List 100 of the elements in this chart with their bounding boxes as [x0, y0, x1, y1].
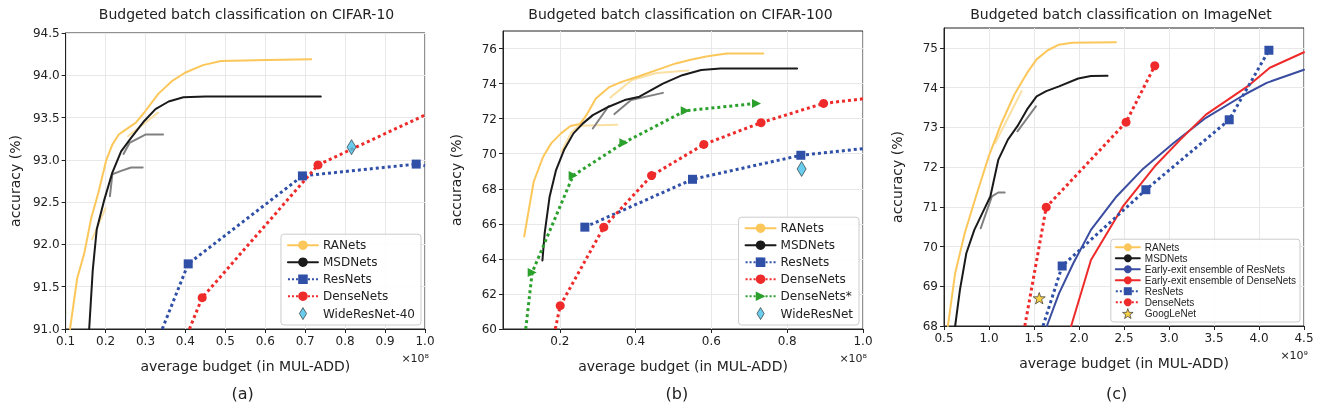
- text: (c): [1106, 383, 1128, 403]
- legend-label: ResNets: [322, 272, 372, 287]
- legend-label: MSDNets: [780, 238, 836, 253]
- y-tick-label: 76: [481, 41, 497, 56]
- x-tick-label: 3.0: [1159, 331, 1179, 345]
- legend-label: ResNets: [780, 255, 830, 270]
- y-tick-label: 72: [922, 160, 938, 175]
- x-axis-title: average budget (in MUL-ADD): [140, 358, 351, 374]
- y-tick-label: 70: [481, 146, 497, 161]
- y-tick-label: 68: [481, 181, 497, 196]
- y-tick-label: 93.0: [32, 152, 60, 167]
- text: ×10⁸: [401, 352, 430, 365]
- x-axis-title: average budget (in MUL-ADD): [1019, 355, 1229, 371]
- y-tick-label: 69: [922, 279, 938, 294]
- x-tick-label: 0.5: [215, 334, 235, 348]
- point: [647, 171, 657, 181]
- point: [819, 98, 829, 108]
- y-tick-label: 68: [922, 319, 938, 333]
- legend-label: WideResNet: [780, 306, 854, 321]
- line-series: [560, 123, 619, 153]
- text: (b): [665, 383, 689, 403]
- x-tick-label: 0.8: [777, 334, 797, 348]
- y-tick-label: 72: [481, 111, 497, 126]
- point: [1041, 202, 1051, 212]
- y-axis-title: accuracy (%): [889, 131, 905, 223]
- legend-label: DenseNets: [322, 289, 389, 304]
- point: [699, 139, 709, 149]
- legend-label: RANets: [780, 221, 824, 236]
- point: [1150, 61, 1160, 71]
- point: [1141, 185, 1151, 195]
- legend-label: DenseNets*: [780, 289, 852, 304]
- x-tick-label: 0.9: [375, 334, 395, 348]
- point: [1032, 292, 1046, 305]
- x-tick-label: 0.3: [135, 334, 156, 348]
- x-axis-title: average budget (in MUL-ADD): [578, 358, 788, 374]
- y-tick-label: 60: [481, 322, 497, 336]
- y-tick-label: 71: [922, 199, 938, 214]
- y-tick-label: 92.5: [32, 195, 60, 210]
- x-tick-label: 4.0: [1249, 331, 1269, 345]
- x-tick-label: 2.0: [1069, 331, 1089, 345]
- y-axis-title: accuracy (%): [7, 135, 23, 227]
- legend-label: DenseNets: [780, 272, 846, 287]
- point: [687, 174, 697, 184]
- point: [411, 159, 421, 169]
- y-tick-label: 91.0: [32, 322, 60, 336]
- legend-label: RANets: [322, 238, 367, 253]
- legend-label: MSDNets: [1144, 252, 1188, 264]
- point: [619, 138, 629, 148]
- text: ×10⁹: [1280, 349, 1308, 362]
- point: [313, 160, 323, 170]
- y-tick-label: 92.0: [32, 237, 60, 252]
- point: [297, 171, 307, 181]
- point: [197, 293, 207, 303]
- x-tick-label: 1.0: [415, 334, 435, 348]
- x-tick-label: 1.0: [853, 334, 873, 348]
- line-series: [69, 58, 313, 330]
- x-tick-label: 4.5: [1294, 331, 1314, 345]
- y-tick-label: 74: [922, 80, 938, 95]
- y-tick-label: 94.0: [32, 68, 60, 83]
- x-tick-label: 0.2: [96, 334, 116, 348]
- chart-title: Budgeted batch classification on CIFAR-10: [98, 6, 395, 22]
- x-tick-label: 0.2: [550, 334, 570, 348]
- x-tick-label: 0.4: [175, 334, 195, 348]
- legend-label: GoogLeNet: [1144, 308, 1197, 320]
- point: [1264, 45, 1274, 55]
- point: [183, 259, 193, 269]
- x-tick-label: 3.5: [1204, 331, 1224, 345]
- x-tick-label: 1.5: [1024, 331, 1044, 345]
- point: [1057, 261, 1067, 271]
- point: [580, 222, 590, 232]
- legend-label: Early-exit ensemble of DenseNets: [1144, 274, 1297, 286]
- text: ×10⁸: [839, 352, 868, 365]
- point: [1224, 115, 1234, 125]
- legend-label: DenseNets: [1144, 296, 1195, 308]
- legend-label: MSDNets: [322, 255, 378, 270]
- y-tick-label: 73: [922, 120, 938, 135]
- y-tick-label: 91.5: [32, 279, 60, 294]
- x-tick-label: 0.5: [934, 331, 954, 345]
- point: [599, 222, 609, 232]
- point: [796, 150, 806, 160]
- line-series: [609, 69, 690, 99]
- line-series: [523, 52, 765, 238]
- y-tick-label: 70: [922, 239, 938, 254]
- x-tick-label: 2.5: [1114, 331, 1134, 345]
- line-series: [187, 113, 427, 331]
- y-tick-label: 93.5: [32, 110, 60, 125]
- y-tick-label: 74: [481, 76, 497, 91]
- x-tick-label: 1.0: [979, 331, 999, 345]
- chart-title: Budgeted batch classification on ImageNet: [970, 6, 1273, 22]
- x-tick-label: 0.8: [335, 334, 355, 348]
- line-series: [553, 97, 865, 331]
- point: [752, 98, 762, 108]
- legend-label: RANets: [1144, 241, 1180, 253]
- line-series: [946, 41, 1117, 327]
- x-tick-label: 0.6: [701, 334, 721, 348]
- point: [756, 118, 766, 128]
- y-tick-label: 64: [481, 251, 497, 266]
- x-tick-label: 0.6: [255, 334, 275, 348]
- legend-label: WideResNet-40: [322, 306, 416, 321]
- x-tick-label: 0.4: [626, 334, 646, 348]
